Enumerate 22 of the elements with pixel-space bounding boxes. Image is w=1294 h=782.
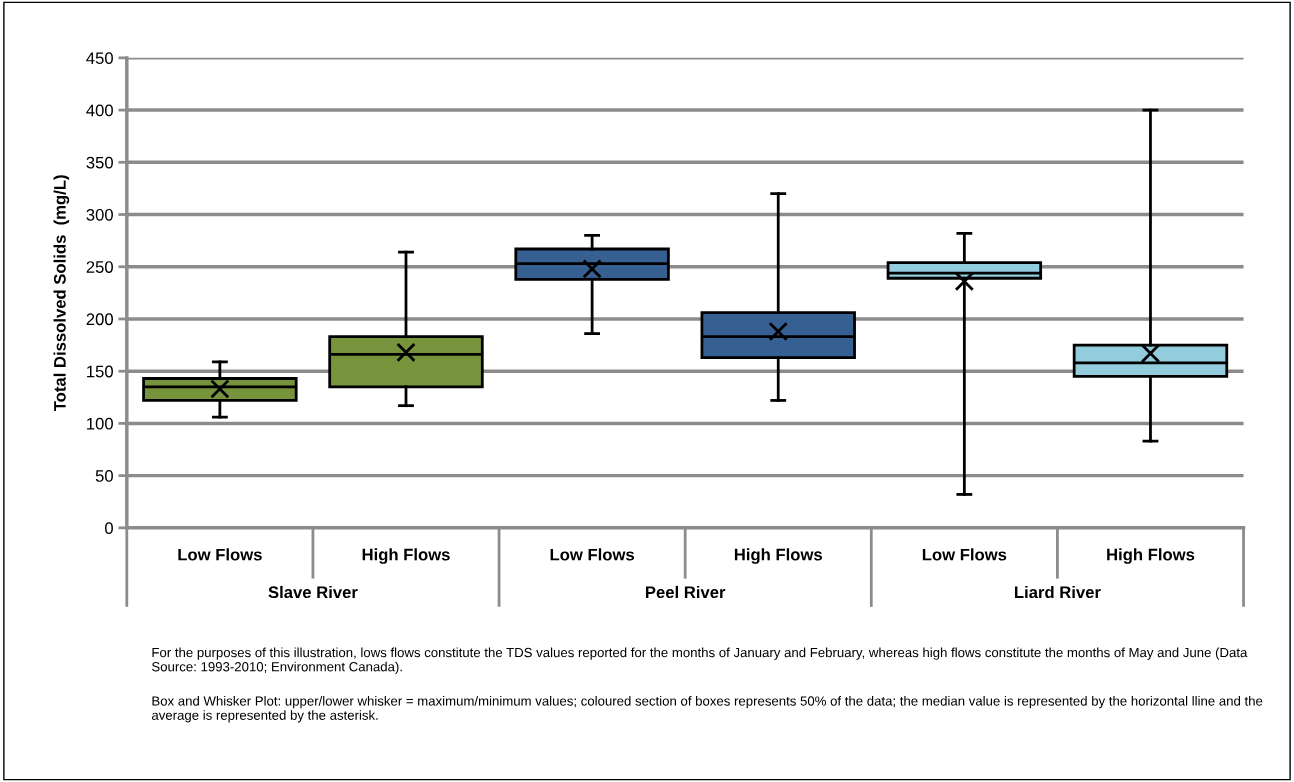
text: Liard River <box>1015 585 1101 599</box>
x-tick-label: High Flows <box>734 548 822 564</box>
x-tick-label: High Flows <box>1107 548 1195 564</box>
text: Peel River <box>645 585 726 599</box>
x-tick-label: High Flows <box>362 548 450 564</box>
y-tick-label: 200 <box>86 313 113 326</box>
y-tick-label: 0 <box>105 522 113 535</box>
y-tick-label: 150 <box>87 365 113 378</box>
text: For the purposes of this illustration, lows flows constitute the TDS values reported for the months of January and February, whereas high flows constitute the months of May and June (Data Source: 1993-2010; Environment Canada). <box>152 647 1248 674</box>
y-tick-label: 50 <box>95 470 113 482</box>
y-tick-label: 450 <box>86 52 113 65</box>
y-tick-label: 300 <box>86 208 113 221</box>
x-tick-label: Low Flows <box>178 548 262 561</box>
x-tick-label: Low Flows <box>550 548 635 561</box>
text: Box and Whisker Plot: upper/lower whisker = maximum/minimum values; coloured section of boxes represents 50% of the data; the median value is represented by the horizontal lline and the average is represented by the asterisk. <box>151 695 1263 723</box>
x-tick-label: Low Flows <box>922 548 1007 561</box>
y-tick-label: 250 <box>86 261 113 273</box>
y-tick-label: 100 <box>87 417 113 430</box>
y-tick-label: 350 <box>86 156 113 169</box>
y-axis-title: Total Dissolved Solids (mg/L) <box>53 175 70 412</box>
text: Slave River <box>268 585 358 599</box>
y-tick-label: 400 <box>86 104 113 117</box>
